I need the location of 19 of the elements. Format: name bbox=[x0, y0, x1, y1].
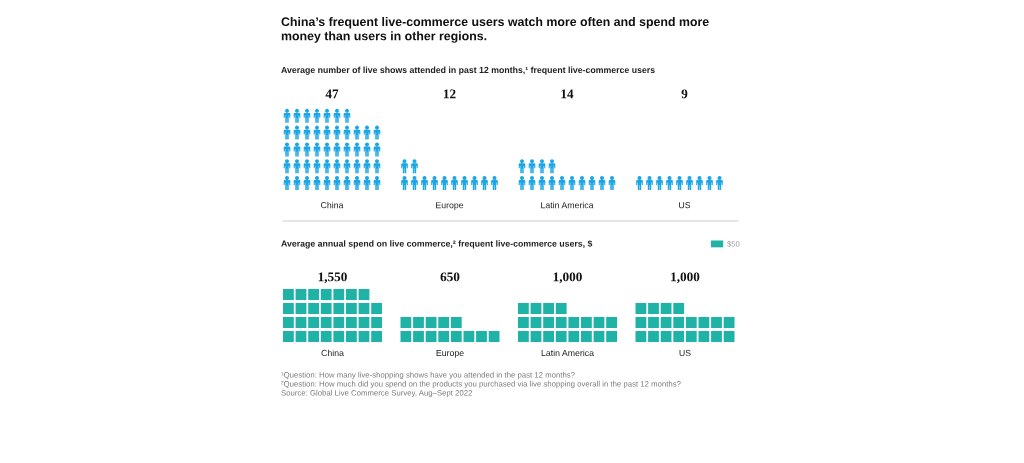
text: Average annual spend on live commerce,² frequent live-commerce users, $ bbox=[281, 240, 593, 249]
category-label: US bbox=[679, 202, 691, 209]
category-label: US bbox=[679, 349, 691, 357]
category-label: Latin America bbox=[541, 349, 595, 357]
data-label: 12 bbox=[443, 89, 456, 99]
text: Average number of live shows attended in past 12 months,¹ frequent live-commerce users bbox=[281, 66, 655, 75]
data-label: 14 bbox=[561, 89, 574, 99]
data-label: 1,550 bbox=[318, 272, 347, 284]
data-label: 9 bbox=[681, 89, 688, 99]
category-label: Europe bbox=[436, 202, 464, 210]
data-label: 1,000 bbox=[671, 272, 700, 284]
category-label: China bbox=[321, 349, 344, 357]
data-label: 650 bbox=[440, 272, 460, 282]
text: China’s frequent live-commerce users watch more often and spend more money than users in other regions. bbox=[281, 17, 709, 43]
category-label: Europe bbox=[436, 349, 464, 358]
category-label: China bbox=[321, 201, 344, 209]
data-label: 1,000 bbox=[553, 272, 582, 284]
data-label: 47 bbox=[325, 89, 339, 99]
category-label: Latin America bbox=[541, 201, 594, 209]
